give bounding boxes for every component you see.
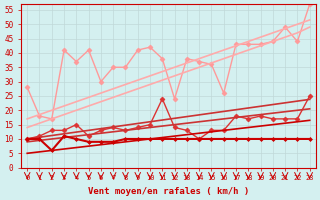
- X-axis label: Vent moyen/en rafales ( km/h ): Vent moyen/en rafales ( km/h ): [88, 187, 249, 196]
